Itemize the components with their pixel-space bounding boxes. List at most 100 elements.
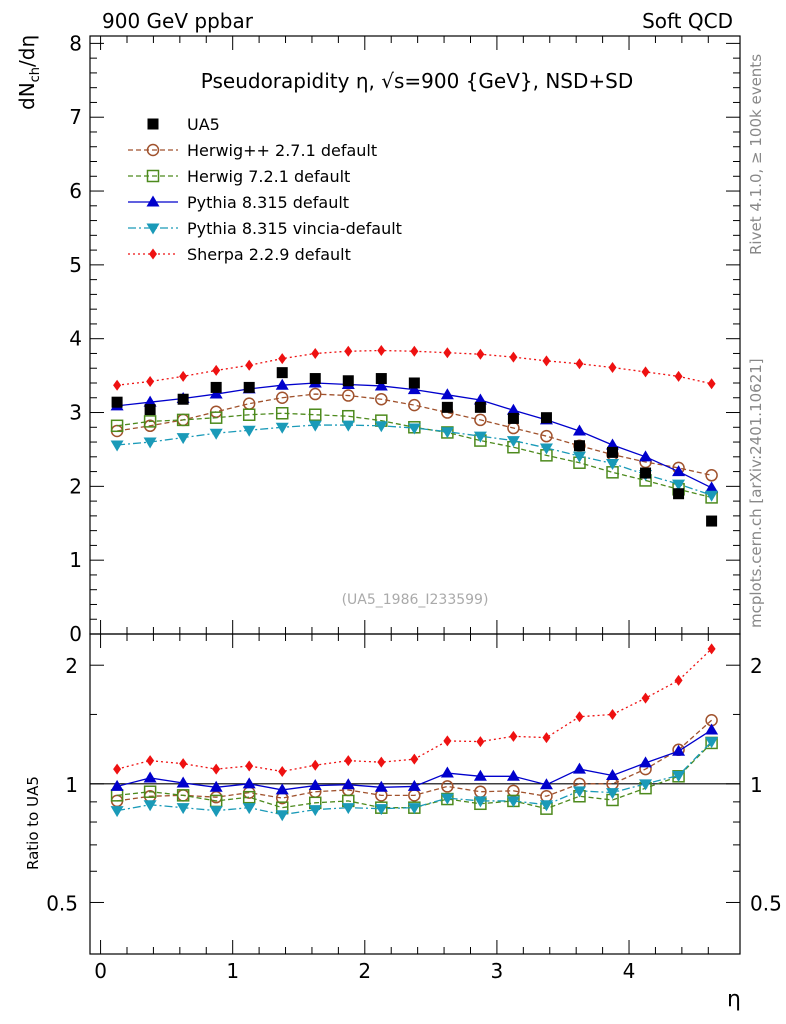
ratio-point-herwig-7-2-1-default	[143, 785, 157, 798]
data-point-ua5	[342, 375, 354, 387]
series-ua5	[111, 367, 718, 527]
ratio-point-pythia-8-315-vincia-default	[672, 770, 686, 782]
data-point-pythia-8-315-vincia-default	[705, 490, 719, 502]
ratio-point-herwig-7-2-1-default	[176, 789, 190, 802]
data-point-sherpa-2-2-9-default	[179, 370, 188, 382]
data-point-herwig-7-2-1-default	[143, 415, 157, 428]
data-point-pythia-8-315-default	[407, 383, 421, 395]
header-right: Soft QCD	[642, 9, 733, 33]
x-tick-label: 4	[623, 959, 636, 983]
y-tick-label: 0	[69, 622, 82, 646]
data-point-pythia-8-315-default	[606, 438, 620, 450]
data-point-herwig-2-7-1-default	[705, 469, 718, 482]
data-point-sherpa-2-2-9-default	[311, 347, 320, 359]
data-point-ua5	[210, 381, 222, 393]
chart-title: Pseudorapidity η, √s=900 {GeV}, NSD+SD	[201, 69, 633, 93]
ratio-series-group	[110, 643, 719, 822]
data-point-sherpa-2-2-9-default	[146, 376, 155, 388]
data-point-pythia-8-315-default	[143, 395, 157, 407]
series-herwig-7-2-1-default	[110, 407, 718, 504]
ratio-point-pythia-8-315-vincia-default	[341, 803, 355, 815]
legend-entry-ua5: UA5	[147, 115, 220, 134]
data-point-pythia-8-315-vincia-default	[506, 436, 520, 448]
ratio-point-pythia-8-315-default	[572, 762, 586, 774]
ratio-point-pythia-8-315-vincia-default	[473, 796, 487, 808]
ratio-point-sherpa-2-2-9-default	[311, 759, 320, 771]
main-axis-ticks: 0 1 2 3 4 5 6 7 8	[69, 31, 740, 646]
ratio-point-sherpa-2-2-9-default	[212, 763, 221, 775]
data-point-sherpa-2-2-9-default	[113, 379, 122, 391]
legend-entry-herwig-2-7-1-default: Herwig++ 2.7.1 default	[128, 141, 377, 160]
ratio-point-sherpa-2-2-9-default	[575, 711, 584, 723]
ratio-point-sherpa-2-2-9-default	[707, 643, 716, 655]
data-point-herwig-7-2-1-default	[209, 411, 223, 424]
legend-label: Pythia 8.315 vincia-default	[187, 219, 402, 238]
ratio-point-pythia-8-315-default	[672, 744, 686, 756]
data-point-ua5	[673, 488, 685, 500]
legend-marker	[146, 195, 160, 207]
y-axis-label: dNch/dη	[15, 35, 43, 110]
data-point-herwig-7-2-1-default	[176, 413, 190, 427]
data-point-sherpa-2-2-9-default	[674, 370, 683, 382]
legend-entry-sherpa-2-2-9-default: Sherpa 2.2.9 default	[128, 245, 351, 264]
data-point-ua5	[474, 401, 486, 413]
series-line-herwig-2-7-1-default	[116, 393, 712, 476]
ratio-point-pythia-8-315-vincia-default	[440, 793, 454, 805]
ratio-point-sherpa-2-2-9-default	[608, 708, 617, 720]
ratio-point-pythia-8-315-default	[275, 783, 289, 795]
data-point-pythia-8-315-vincia-default	[275, 422, 289, 434]
data-point-ua5	[375, 373, 387, 385]
data-point-sherpa-2-2-9-default	[476, 348, 485, 360]
ratio-point-pythia-8-315-vincia-default	[308, 805, 322, 817]
ratio-series-pythia-8-315-vincia-default	[110, 737, 719, 822]
ratio-point-pythia-8-315-default	[143, 771, 157, 783]
data-point-herwig-2-7-1-default	[342, 389, 355, 402]
data-point-herwig-7-2-1-default	[110, 419, 124, 433]
main-series-group	[110, 345, 719, 527]
data-point-sherpa-2-2-9-default	[575, 358, 584, 370]
ratio-tick-label: 0.5	[46, 891, 78, 915]
ratio-point-pythia-8-315-default	[539, 778, 553, 790]
ratio-point-pythia-8-315-default	[110, 779, 124, 791]
data-point-herwig-2-7-1-default	[275, 391, 289, 405]
legend-marker	[149, 248, 157, 260]
ratio-line-sherpa-2-2-9-default	[116, 648, 713, 773]
ratio-point-pythia-8-315-vincia-default	[110, 806, 124, 818]
ratio-point-pythia-8-315-vincia-default	[407, 803, 421, 815]
ratio-point-sherpa-2-2-9-default	[344, 755, 353, 767]
ratio-tick-label: 1	[65, 773, 78, 797]
ratio-point-sherpa-2-2-9-default	[245, 760, 254, 772]
series-pythia-8-315-default	[110, 376, 719, 493]
data-point-herwig-7-2-1-default	[275, 407, 289, 420]
data-point-ua5	[640, 467, 652, 479]
ratio-point-pythia-8-315-default	[242, 777, 256, 789]
x-axis-ticks: 0 1 2 3 4	[94, 36, 709, 983]
ratio-series-sherpa-2-2-9-default	[113, 643, 716, 777]
analysis-watermark: (UA5_1986_I233599)	[342, 592, 489, 608]
data-point-ua5	[408, 377, 420, 389]
data-point-pythia-8-315-default	[209, 387, 223, 399]
ratio-series-pythia-8-315-default	[110, 723, 719, 795]
ratio-point-sherpa-2-2-9-default	[377, 756, 386, 768]
data-point-sherpa-2-2-9-default	[212, 364, 221, 376]
ratio-point-pythia-8-315-vincia-default	[242, 803, 256, 815]
series-pythia-8-315-vincia-default	[110, 420, 719, 502]
data-point-pythia-8-315-default	[705, 481, 719, 493]
data-point-pythia-8-315-vincia-default	[110, 440, 124, 452]
ratio-point-sherpa-2-2-9-default	[476, 736, 485, 748]
data-point-ua5	[144, 404, 156, 416]
data-point-pythia-8-315-default	[275, 378, 289, 390]
data-point-sherpa-2-2-9-default	[245, 359, 254, 371]
data-point-pythia-8-315-vincia-default	[176, 433, 190, 445]
data-point-ua5	[540, 412, 552, 424]
legend-entry-pythia-8-315-vincia-default: Pythia 8.315 vincia-default	[128, 219, 402, 238]
data-point-herwig-2-7-1-default	[309, 387, 322, 401]
legend-marker	[146, 143, 160, 157]
data-point-ua5	[177, 393, 189, 405]
ratio-point-pythia-8-315-vincia-default	[606, 788, 620, 800]
ratio-tick-label-right: 0.5	[750, 891, 782, 915]
data-point-ua5	[276, 367, 288, 379]
ratio-point-sherpa-2-2-9-default	[113, 763, 122, 775]
ratio-point-pythia-8-315-default	[639, 756, 653, 768]
legend-marker	[146, 169, 160, 183]
